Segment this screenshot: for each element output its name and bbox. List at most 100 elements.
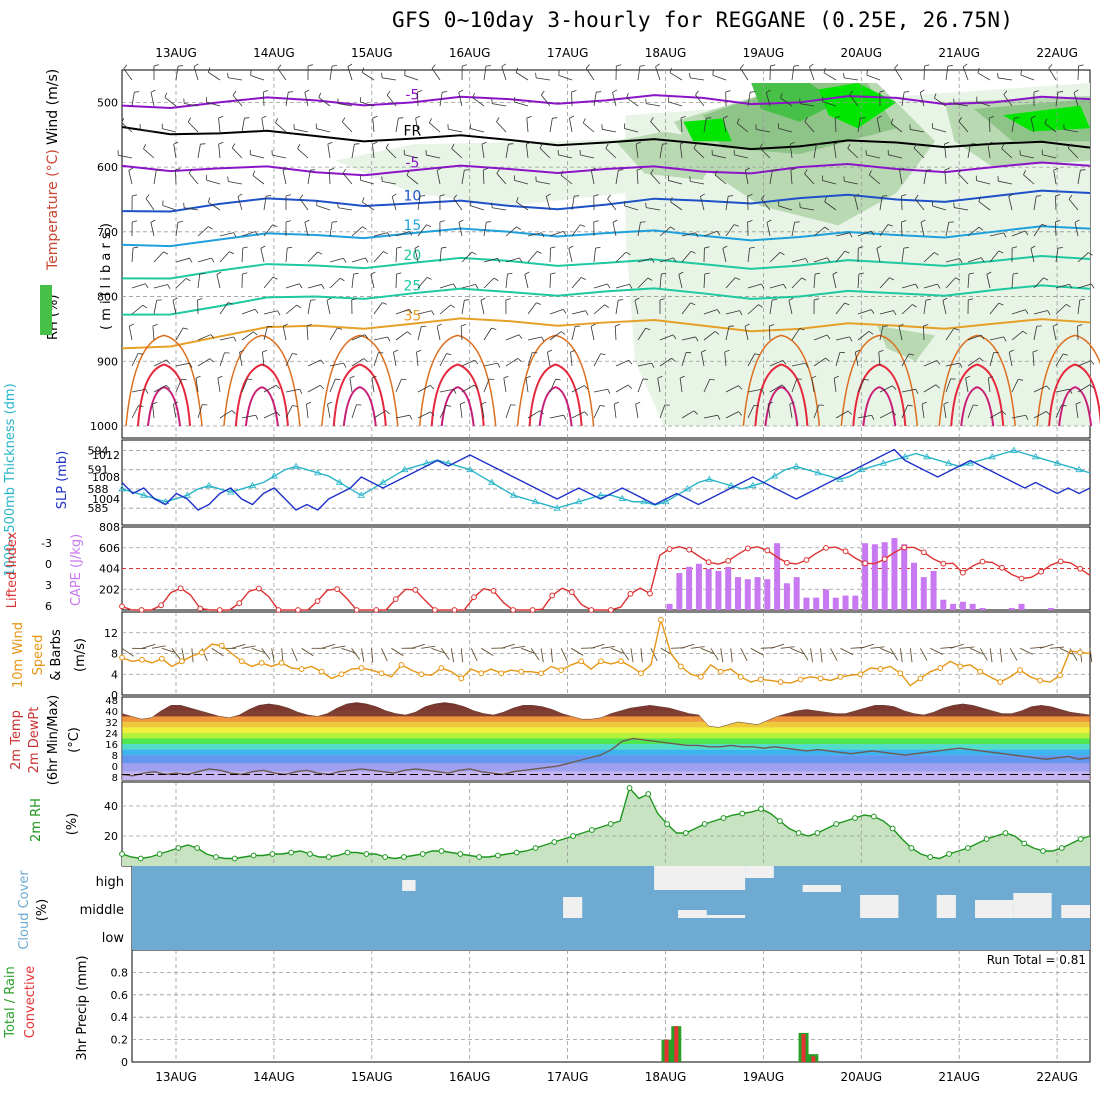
wind10-barb: [690, 646, 705, 649]
wind-barb-flag: [958, 169, 962, 175]
wind-barb-flag: [781, 384, 786, 389]
wind-barb: [461, 283, 476, 289]
wind-barb-flag: [407, 331, 412, 336]
wind10-speed-line-point: [757, 676, 764, 683]
wind-barb: [901, 353, 910, 367]
wind-barb-flag: [332, 221, 338, 223]
date-label-bottom: 13AUG: [155, 1070, 197, 1084]
wind-barb: [879, 411, 893, 419]
wind-barb: [239, 352, 243, 367]
wind-barb-flag: [138, 353, 144, 355]
wind-barb-flag: [978, 196, 981, 202]
wind10-barb: [530, 648, 540, 661]
wind-barb: [712, 154, 727, 159]
wind-barb-flag: [790, 141, 796, 145]
wind-barb-flag: [385, 410, 390, 415]
wind-barb: [175, 66, 179, 81]
rh2m-line-point: [307, 851, 313, 857]
wind-barb-flag: [351, 298, 357, 301]
wind-barb: [703, 230, 718, 237]
date-label-top: 16AUG: [449, 46, 491, 60]
date-label-top: 18AUG: [645, 46, 687, 60]
date-label-top: 22AUG: [1036, 46, 1078, 60]
wind-barb-flag: [695, 232, 699, 238]
wind-barb: [373, 352, 379, 367]
wind-barb: [1033, 277, 1044, 289]
wind-barb: [789, 144, 793, 159]
li-tick: 3: [45, 579, 52, 592]
wind-barb: [197, 144, 201, 159]
wind-barb-flag: [252, 170, 256, 176]
wind-barb: [824, 201, 837, 211]
wind-barb-flag: [944, 167, 950, 171]
wind-barb-flag: [327, 141, 333, 145]
wind-barb: [945, 378, 952, 393]
wind-barb-flag: [485, 65, 492, 67]
lifted-index-line-point: [568, 589, 575, 596]
cape-bar: [1018, 603, 1025, 610]
thickness-line-point: [531, 497, 540, 505]
wind-barb: [436, 326, 441, 341]
wind-barb: [492, 207, 507, 211]
wind-barb-flag: [921, 401, 927, 405]
wind-barb: [173, 144, 177, 159]
wind-barb-flag: [728, 195, 734, 197]
wind-barb: [790, 170, 793, 185]
wind10-barb: [511, 645, 526, 649]
lifted-index-line-point: [295, 607, 301, 613]
slp-tick: 1004: [92, 493, 120, 506]
wind-barb: [131, 405, 139, 419]
wind-barb: [1033, 411, 1047, 419]
cloud-gap: [745, 866, 774, 878]
cloud-gap: [402, 880, 416, 891]
slp-tick: 1012: [92, 449, 120, 462]
rh2m-line-point: [908, 845, 915, 851]
wind-barb-flag: [227, 302, 233, 305]
wind-barb-flag: [283, 323, 288, 327]
wind-barb: [373, 251, 384, 263]
wind-barb: [439, 353, 447, 367]
wind-barb: [549, 273, 552, 289]
minmax-axis-label: (6hr Min/Max): [46, 695, 61, 785]
wind-barb: [285, 283, 300, 289]
wind-barb-flag: [655, 63, 660, 68]
wind-tick: 4: [111, 668, 118, 681]
temp-axis-label: 2m Temp: [9, 710, 24, 770]
wind-barb: [725, 310, 740, 315]
rh2m-line-point: [156, 851, 163, 857]
wind-barb-flag: [1048, 64, 1053, 69]
wind10-barb: [999, 648, 1003, 663]
wind-barbs: [117, 63, 1095, 420]
wind10-barb: [540, 648, 544, 663]
wind-barb-flag: [1012, 246, 1018, 249]
wind-barb-flag: [942, 297, 948, 301]
wind-barb-flag: [129, 323, 134, 327]
wind-barb-flag: [1075, 401, 1081, 405]
wind-barb: [329, 277, 341, 289]
rh2m-line-point: [532, 845, 539, 851]
wind-barb: [453, 198, 463, 211]
wind-barb: [175, 278, 187, 289]
wind-barb-flag: [968, 272, 974, 275]
wind-barb-flag: [239, 349, 245, 353]
wind10-barb: [1009, 648, 1018, 661]
wind-barb: [813, 144, 817, 159]
contour-label: 25: [403, 278, 421, 294]
wind-barb: [1075, 404, 1079, 419]
wind-barb: [920, 222, 925, 237]
rh2m-line-point: [701, 821, 708, 827]
cloud-gap: [975, 900, 1014, 918]
wind-barb-flag: [391, 193, 397, 197]
wind-barb-flag: [152, 323, 158, 327]
wind-barb-flag: [393, 349, 399, 353]
wind-barb: [360, 179, 375, 185]
wind-barb: [351, 274, 354, 289]
li-tick: 6: [45, 600, 52, 613]
wind-barb: [869, 174, 881, 185]
rh2m-axis-label: 2m RH: [29, 798, 44, 842]
wind-barb-flag: [372, 115, 378, 119]
wind-barb: [250, 154, 265, 159]
pressure-tick-label: 700: [97, 226, 118, 239]
wind-barb: [483, 378, 490, 393]
contour-line: [121, 125, 1091, 151]
